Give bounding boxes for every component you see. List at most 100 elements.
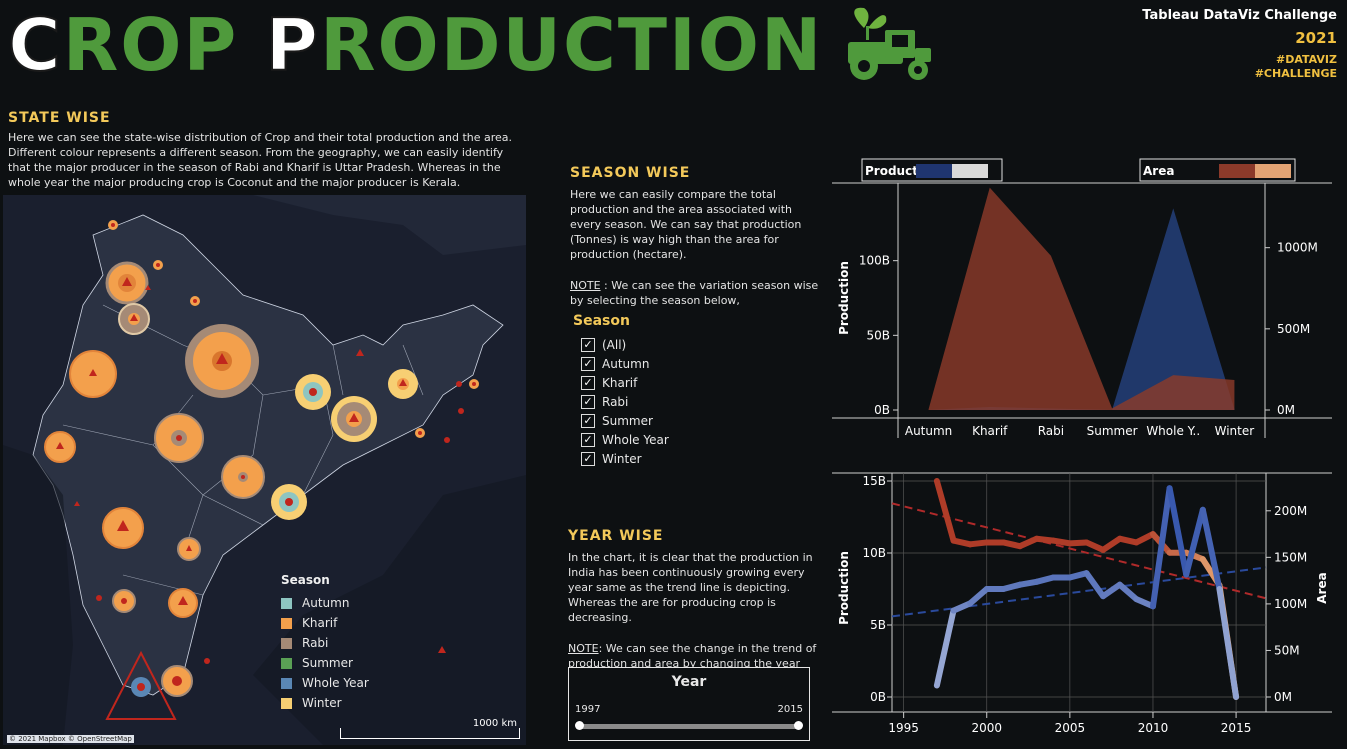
area-line-segment [1100, 535, 1123, 553]
season-checkbox-whole-year[interactable]: ✓ Whole Year [573, 430, 669, 449]
checkbox-checked-icon[interactable]: ✓ [581, 375, 595, 390]
legend-color-light [952, 164, 988, 178]
checkbox-label: Summer [602, 413, 653, 428]
checkbox-checked-icon[interactable]: ✓ [581, 337, 595, 352]
season-wise-section: SEASON WISE Here we can easily compare t… [570, 165, 825, 308]
y2-tick-label: 500M [1277, 322, 1310, 336]
year-slider-min-label: 1997 [575, 704, 601, 715]
y2-tick-label: 1000M [1277, 241, 1318, 255]
production-line-segment [933, 607, 957, 689]
x-tick-label: Rabi [1038, 424, 1064, 438]
checkbox-label: Autumn [602, 356, 650, 371]
season-checkbox-all[interactable]: ✓ (All) [573, 335, 669, 354]
title-letter-c: C [7, 2, 63, 88]
production-line-segment [1116, 581, 1140, 603]
legend-label: Winter [302, 696, 342, 710]
brand-hashtag-challenge: #CHALLENGE [1254, 67, 1337, 80]
legend-item-summer[interactable]: Summer [281, 653, 369, 673]
india-map[interactable]: © 2021 Mapbox © OpenStreetMap 1000 km Se… [3, 195, 526, 745]
map-scale-bar: 1000 km [340, 718, 520, 739]
checkbox-label: Rabi [602, 394, 629, 409]
production-line-segment [1216, 586, 1240, 700]
legend-swatch [281, 677, 292, 689]
legend-item-whole-year[interactable]: Whole Year [281, 673, 369, 693]
legend-swatch [281, 597, 292, 609]
legend-swatch [281, 657, 292, 669]
title-roduction: RODUCTION [320, 3, 824, 87]
production-line-segment [1166, 485, 1190, 578]
map-credit[interactable]: © 2021 Mapbox © OpenStreetMap [7, 735, 134, 743]
brand-title: Tableau DataViz Challenge [1142, 8, 1337, 23]
checkbox-checked-icon[interactable]: ✓ [581, 356, 595, 371]
legend-label: Whole Year [302, 676, 369, 690]
season-note-label: NOTE [570, 279, 601, 292]
year-slider-end-handle[interactable] [794, 721, 803, 730]
x-tick-label: Whole Y.. [1146, 424, 1200, 438]
production-line-segment [967, 586, 990, 607]
series-area-area [928, 187, 1235, 410]
y-tick-label: 0B [874, 403, 890, 417]
production-line-segment [950, 600, 974, 614]
dashboard-title: CROP PRODUCTION [7, 0, 824, 90]
checkbox-label: Kharif [602, 375, 638, 390]
season-area-chart[interactable]: Production Area 0B 50B 100B 0M 500M 1000M Autumn… [832, 156, 1332, 446]
tractor-icon [848, 7, 931, 80]
map-scale-label: 1000 km [472, 718, 517, 729]
season-checkbox-winter[interactable]: ✓ Winter [573, 449, 669, 468]
season-filter: Season ✓ (All) ✓ Autumn ✓ Kharif ✓ Rabi ✓ Sum… [573, 313, 669, 468]
legend-item-autumn[interactable]: Autumn [281, 593, 369, 613]
y2-tick-label: 50M [1274, 643, 1300, 657]
year-wise-heading: YEAR WISE [568, 528, 664, 544]
title-letter-p: P [264, 2, 321, 88]
x-tick-label: Winter [1215, 424, 1255, 438]
title-rop: ROP [62, 3, 266, 87]
checkbox-checked-icon[interactable]: ✓ [581, 432, 595, 447]
year-slider-track[interactable] [577, 724, 801, 729]
season-note-text: : We can see the variation season wise b… [570, 279, 819, 307]
season-wise-heading: SEASON WISE [570, 165, 691, 181]
legend-color-light [1255, 164, 1291, 178]
checkbox-label: (All) [602, 337, 627, 352]
season-checkbox-rabi[interactable]: ✓ Rabi [573, 392, 669, 411]
season-color-legend: Season Autumn Kharif Rabi Summer Whole Y… [281, 573, 369, 713]
production-line-segment [1083, 570, 1107, 600]
y2-tick-label: 150M [1274, 550, 1307, 564]
x-tick-label: Autumn [905, 424, 952, 438]
legend-label: Summer [302, 656, 353, 670]
season-checkbox-autumn[interactable]: ✓ Autumn [573, 354, 669, 373]
season-checkbox-kharif[interactable]: ✓ Kharif [573, 373, 669, 392]
production-line-segment [1199, 506, 1223, 592]
y-axis-title: Production [837, 261, 851, 335]
trend-line-production [891, 566, 1267, 618]
year-line-chart[interactable]: 1995 2000 2005 2010 2015 0B 5B 10B 15B 0M 50M 100M 1… [832, 468, 1332, 740]
y2-tick-label: 0M [1274, 690, 1292, 704]
y2-tick-label: 200M [1274, 504, 1307, 518]
legend-label: Autumn [302, 596, 350, 610]
y-tick-label: 10B [862, 546, 886, 560]
year-wise-section: YEAR WISE In the chart, it is clear that… [568, 528, 823, 686]
map-canvas[interactable] [3, 195, 526, 745]
y-tick-label: 50B [866, 328, 890, 342]
legend-label-area: Area [1143, 164, 1174, 178]
y2-axis-title: Area [1315, 572, 1329, 603]
legend-item-winter[interactable]: Winter [281, 693, 369, 713]
state-bubbles[interactable] [44, 220, 479, 720]
season-checkbox-summer[interactable]: ✓ Summer [573, 411, 669, 430]
checkbox-checked-icon[interactable]: ✓ [581, 451, 595, 466]
legend-color-dark [916, 164, 952, 178]
area-line-segment [1133, 531, 1156, 546]
year-filter-title: Year [671, 674, 707, 690]
checkbox-label: Winter [602, 451, 642, 466]
year-slider-max-label: 2015 [777, 704, 803, 715]
legend-item-kharif[interactable]: Kharif [281, 613, 369, 633]
checkbox-checked-icon[interactable]: ✓ [581, 413, 595, 428]
legend-title: Season [281, 573, 330, 587]
checkbox-checked-icon[interactable]: ✓ [581, 394, 595, 409]
legend-label: Rabi [302, 636, 329, 650]
legend-item-rabi[interactable]: Rabi [281, 633, 369, 653]
year-slider-start-handle[interactable] [575, 721, 584, 730]
legend-swatch [281, 617, 292, 629]
production-line-segment [1149, 485, 1173, 610]
checkbox-label: Whole Year [602, 432, 669, 447]
legend-swatch [281, 697, 292, 709]
